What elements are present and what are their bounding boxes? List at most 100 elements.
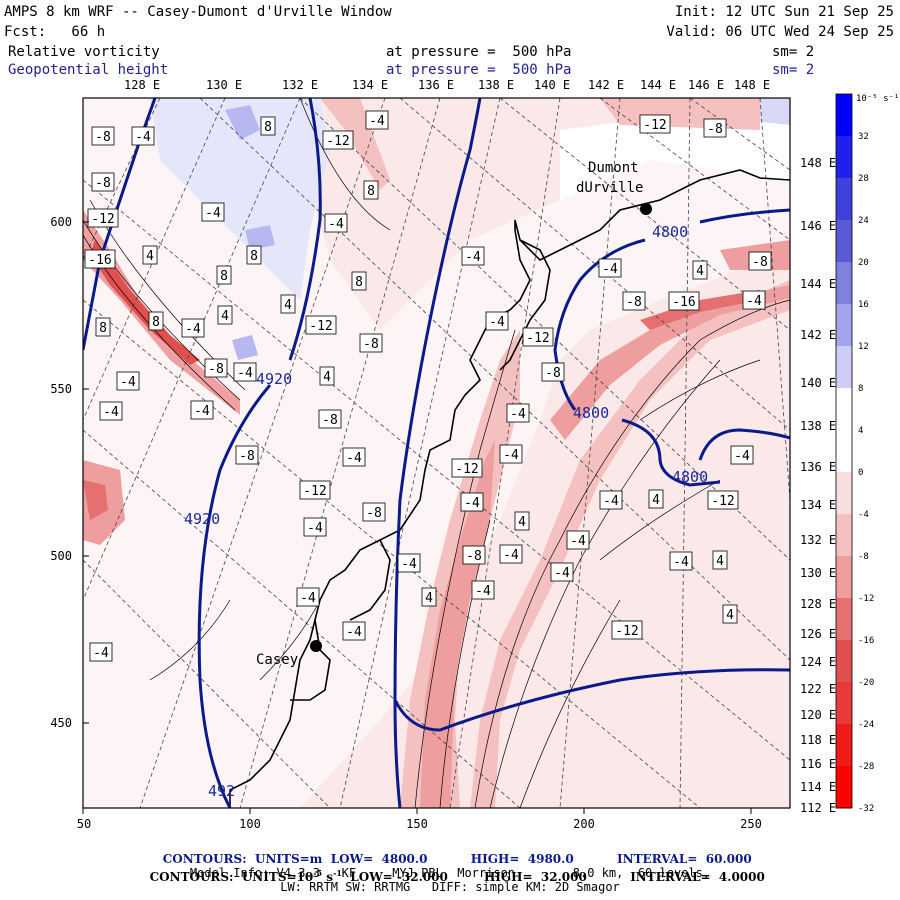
vort-label-box [462,545,486,565]
vort-label: 8 [152,315,160,330]
vort-label: -8 [545,366,561,381]
vort-label: -4 [185,322,201,337]
vort-label-box [460,492,484,512]
lon-label: 126 E [800,627,836,641]
colorbar-tick-label: 8 [858,384,863,394]
vort-label: -4 [464,496,480,511]
vort-label-box [95,317,111,337]
vort-label-box [89,642,113,662]
vort-label: -4 [570,534,586,549]
x-tick-label: 200 [573,817,595,831]
lon-label: 148 E [800,156,836,170]
vort-label-box [204,358,228,378]
vort-label: -4 [205,206,221,221]
vort-label: -4 [93,646,109,661]
vort-label: -4 [734,449,750,464]
station-name: Dumont [588,160,639,176]
lon-label: 138 E [478,78,514,92]
vort-label-box [342,621,366,641]
vort-label: -12 [615,624,638,639]
vort-contour-interval: INTERVAL= 4.0000 [630,870,765,884]
vort-units-exp: -5 [313,868,323,878]
field1-smoothing: sm= 2 [772,44,815,60]
bottom-axis: 50 100 150 200 250 [77,817,762,831]
vort-label: -4 [510,407,526,422]
model-info: Model Info: V4.3.3 KF MYJ PBL Morrison 8… [189,866,711,880]
lon-label: 138 E [800,419,836,433]
colorbar-tick-label: 28 [858,174,869,184]
vort-label: 4 [284,298,292,313]
vort-label: 4 [652,493,660,508]
vort-label: -12 [526,331,549,346]
vort-label-box [622,291,646,311]
vort-label-box [712,550,728,570]
lon-label: 118 E [800,733,836,747]
right-longitude-labels: 148 E 146 E 144 E 142 E 140 E 138 E 136 … [800,156,836,815]
vort-label-box [84,249,116,269]
vort-units: CONTOURS: UNITS=10 [149,870,314,884]
vort-label: -4 [602,262,618,277]
height-contours [83,98,790,808]
field1-level: at pressure = 500 hPa [386,44,572,60]
vort-label: -8 [366,506,382,521]
vort-label-box [99,401,123,421]
vort-label: -8 [707,122,723,137]
lon-label: 112 E [800,801,836,815]
colorbar-swatch [836,178,852,221]
vort-label: -8 [95,130,111,145]
colorbar-tick-label: -28 [858,762,874,772]
lon-label: 132 E [282,78,318,92]
vort-label-box [190,400,214,420]
vort-label: -8 [322,413,338,428]
vort-label-box [506,403,530,423]
vort-label-box [550,562,574,582]
colorbar-tick-label: -8 [858,552,869,562]
vort-label-box [639,114,671,134]
field2-level: at pressure = 500 hPa [386,62,572,78]
lon-label: 114 E [800,780,836,794]
vort-label: -4 [673,555,689,570]
lon-label: 140 E [534,78,570,92]
vort-label: -16 [88,253,111,268]
vort-label-box [87,208,119,228]
height-contour-info: CONTOURS: UNITS=m LOW= 4800.0 [162,852,428,866]
left-axis: 600 550 500 450 [50,215,72,730]
vort-label-box [599,490,623,510]
vort-label: -4 [503,448,519,463]
vort-label-box [181,318,205,338]
vort-label: -4 [369,114,385,129]
lon-label: 132 E [800,533,836,547]
colorbar-tick-label: -32 [858,804,874,814]
vort-label-box [730,445,754,465]
vort-label-box [322,130,354,150]
vort-label: -4 [475,584,491,599]
vort-label: 4 [716,554,724,569]
vort-label: -4 [194,404,210,419]
plot-frame [82,97,791,809]
vorticity-labels: -8 -4 8 -12 -4 -12 -8 -8 -4 8 -12 -4 -4 -16 4 8 8 8 -4 4 -8 4… [84,110,772,662]
vort-label-box [541,362,565,382]
vort-label-box [598,258,622,278]
vort-label-box [233,362,257,382]
colorbar-swatch [836,430,852,473]
colorbar-tick-label: 20 [858,258,869,268]
colorbar-tick-label: -24 [858,720,874,730]
colorbar-swatch [836,220,852,263]
vort-label-box [131,126,155,146]
init-time: Init: 12 UTC Sun 21 Sep 25 [674,4,894,20]
vort-label-box [303,517,327,537]
colorbar-swatch [836,388,852,431]
vort-label: 8 [367,184,375,199]
vort-label: -4 [237,366,253,381]
height-label: 4800 [573,404,609,422]
vort-label: -4 [465,250,481,265]
height-label: 4920 [256,370,292,388]
vort-label: -4 [346,451,362,466]
footer-line-2: CONTOURS: UNITS=10-5 s-1 LOW= -32.000 HI… [0,852,900,884]
vort-label-box [522,327,554,347]
footer-line-1: CONTOURS: UNITS=m LOW= 4800.0 HIGH= 4980… [0,838,900,866]
vort-label-box [217,305,233,325]
vort-label: -4 [300,591,316,606]
y-tick-label: 600 [50,215,72,229]
colorbar-swatch [836,682,852,725]
